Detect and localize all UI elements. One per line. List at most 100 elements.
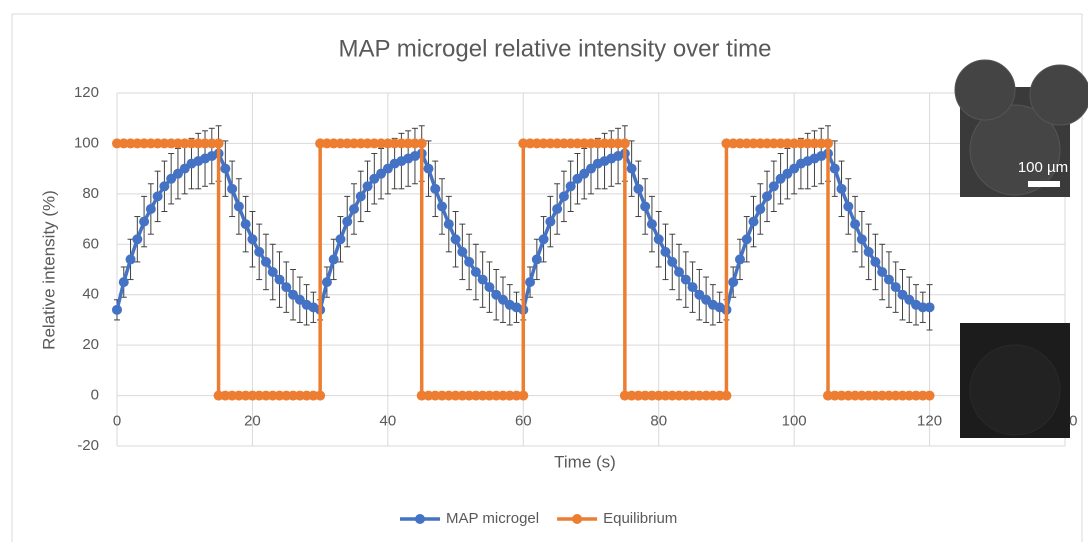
data-point (829, 163, 840, 174)
data-point (477, 274, 488, 285)
data-point (626, 163, 637, 174)
data-point (721, 390, 732, 401)
data-point (362, 181, 373, 192)
y-tick-label: 80 (82, 185, 99, 202)
data-point (328, 254, 339, 265)
data-point (863, 246, 874, 257)
data-point (646, 219, 657, 230)
data-point (335, 234, 346, 245)
x-tick-label: 100 (782, 413, 807, 430)
scale-bar (1028, 181, 1060, 187)
legend-label: Equilibrium (603, 510, 677, 527)
data-point (850, 219, 861, 230)
data-point (883, 274, 894, 285)
data-point (355, 191, 366, 202)
x-tick-label: 40 (380, 413, 397, 430)
legend: MAP microgel Equilibrium (400, 510, 677, 527)
data-point (890, 282, 901, 293)
x-tick-label: 120 (917, 413, 942, 430)
data-point (836, 183, 847, 194)
data-point (484, 282, 495, 293)
x-tick-label: 80 (650, 413, 667, 430)
data-point (741, 234, 752, 245)
data-point (118, 277, 129, 288)
data-point (924, 390, 935, 401)
data-point (728, 277, 739, 288)
data-point (768, 181, 779, 192)
y-tick-label: 100 (74, 134, 99, 151)
data-point (430, 183, 441, 194)
legend-label: MAP microgel (446, 510, 539, 527)
data-point (315, 390, 326, 401)
legend-marker (572, 514, 583, 524)
data-point (220, 163, 231, 174)
data-point (877, 267, 888, 278)
data-point (538, 234, 549, 245)
data-point (823, 138, 833, 149)
x-tick-label: 20 (244, 413, 261, 430)
data-point (755, 203, 766, 214)
data-point (870, 256, 881, 267)
data-point (464, 256, 475, 267)
data-point (349, 203, 359, 214)
legend-marker (415, 514, 425, 524)
x-axis-label: Time (s) (554, 452, 616, 471)
data-point (213, 138, 224, 149)
microgel-particle (954, 59, 1016, 121)
microgel-particle (969, 104, 1061, 196)
microgel-particle (969, 344, 1061, 436)
data-point (240, 219, 251, 230)
y-axis-label: Relative intensity (%) (39, 190, 58, 350)
data-point (924, 302, 935, 313)
data-point (734, 254, 745, 265)
data-point (247, 234, 258, 245)
y-tick-label: 120 (74, 84, 99, 101)
data-point (321, 277, 332, 288)
x-tick-label: 0 (113, 413, 121, 430)
data-point (416, 138, 427, 149)
plot-area: -20020406080100120020406080100120140 (74, 84, 1078, 454)
data-point (281, 282, 292, 293)
scale-label: 100 µm (1018, 159, 1068, 176)
data-point (145, 203, 156, 214)
data-point (457, 246, 468, 257)
data-point (762, 191, 773, 202)
data-point (342, 216, 353, 227)
y-tick-label: 20 (82, 336, 99, 353)
data-point (674, 267, 685, 278)
data-point (139, 216, 150, 227)
data-point (552, 203, 563, 214)
data-point (619, 138, 630, 149)
data-point (233, 201, 244, 212)
data-point (558, 191, 569, 202)
data-point (565, 181, 576, 192)
data-point (653, 234, 664, 245)
data-point (125, 254, 136, 265)
data-point (748, 216, 759, 227)
data-point (470, 267, 481, 278)
data-point (159, 181, 170, 192)
data-point (667, 256, 678, 267)
data-point (254, 246, 265, 257)
data-point (132, 234, 143, 245)
data-point (274, 274, 285, 285)
y-tick-label: 40 (82, 286, 99, 303)
chart-border (11, 13, 1083, 542)
data-point (152, 191, 163, 202)
data-point (260, 256, 271, 267)
chart-title: MAP microgel relative intensity over tim… (338, 35, 771, 62)
data-point (856, 234, 867, 245)
inset-images: 100 µm (954, 59, 1088, 438)
data-point (660, 246, 671, 257)
data-point (531, 254, 542, 265)
data-point (423, 163, 434, 174)
data-point (227, 183, 238, 194)
data-point (640, 201, 651, 212)
data-point (633, 183, 644, 194)
x-tick-label: 60 (515, 413, 532, 430)
microgel-particle (1029, 64, 1088, 126)
data-point (843, 201, 854, 212)
data-point (437, 201, 448, 212)
data-point (518, 390, 529, 401)
